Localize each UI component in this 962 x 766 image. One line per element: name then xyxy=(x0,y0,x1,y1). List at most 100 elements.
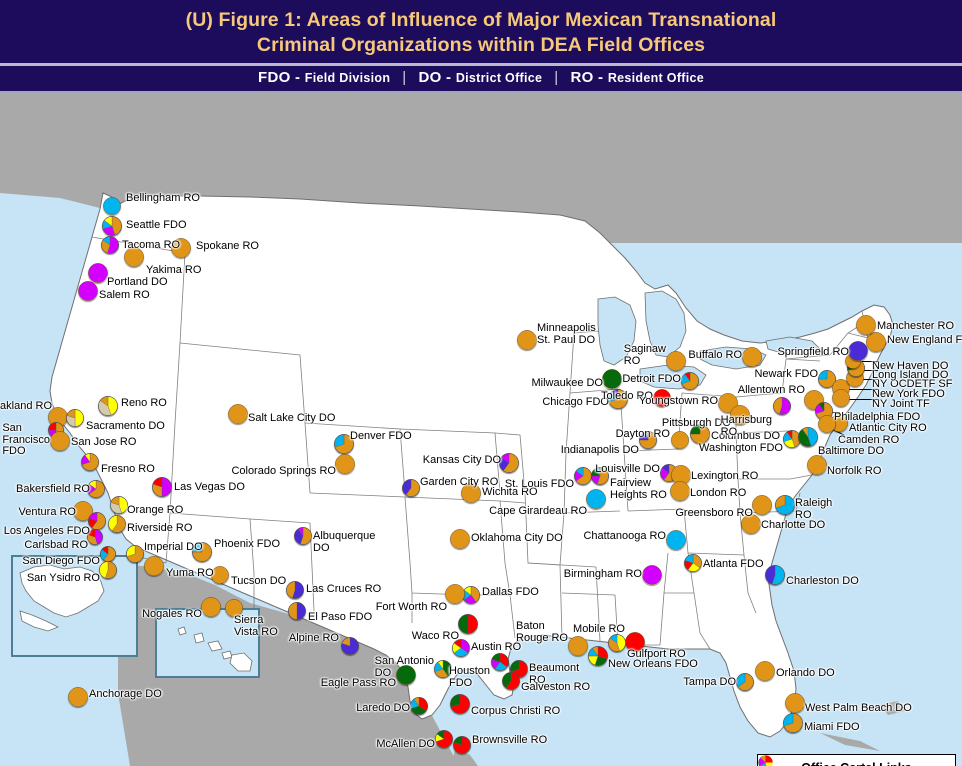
office-pie-marker[interactable] xyxy=(783,430,801,448)
office-pie-marker[interactable] xyxy=(848,341,868,361)
office-pie-marker[interactable] xyxy=(286,581,304,599)
office-pie-marker[interactable] xyxy=(807,455,827,475)
office-pie-marker[interactable] xyxy=(334,434,354,454)
office-pie-marker[interactable] xyxy=(126,545,144,563)
office-pie-marker[interactable] xyxy=(499,453,519,473)
office-pie-marker[interactable] xyxy=(124,247,144,267)
office-pie-marker[interactable] xyxy=(783,713,803,733)
office-pie-marker[interactable] xyxy=(765,565,785,585)
office-pie-marker[interactable] xyxy=(775,495,795,515)
office-pie-marker[interactable] xyxy=(171,238,191,258)
office-pie-marker[interactable] xyxy=(653,389,671,407)
office-pie-marker[interactable] xyxy=(491,653,509,671)
office-pie-marker[interactable] xyxy=(684,554,702,572)
office-pie-marker[interactable] xyxy=(88,263,108,283)
office-pie-marker[interactable] xyxy=(588,646,608,666)
office-pie-marker[interactable] xyxy=(798,427,818,447)
office-pie-marker[interactable] xyxy=(815,402,833,420)
office-pie-marker[interactable] xyxy=(341,637,359,655)
office-pie-marker[interactable] xyxy=(108,515,126,533)
office-pie-marker[interactable] xyxy=(152,477,172,497)
office-pie-marker[interactable] xyxy=(666,530,686,550)
office-label: Las Vegas DO xyxy=(174,481,245,493)
office-pie-marker[interactable] xyxy=(50,431,70,451)
office-pie-marker[interactable] xyxy=(642,565,662,585)
office-pie-marker[interactable] xyxy=(66,409,84,427)
office-pie-marker[interactable] xyxy=(434,660,452,678)
office-pie-marker[interactable] xyxy=(741,514,761,534)
office-pie-marker[interactable] xyxy=(87,529,103,545)
office-label: Orange RO xyxy=(127,504,184,516)
office-pie-marker[interactable] xyxy=(110,496,128,514)
office-pie-marker[interactable] xyxy=(445,584,465,604)
office-pie-marker[interactable] xyxy=(755,661,775,681)
office-pie-marker[interactable] xyxy=(574,467,592,485)
office-pie-marker[interactable] xyxy=(453,736,471,754)
office-pie-marker[interactable] xyxy=(225,599,243,617)
office-pie-marker[interactable] xyxy=(402,479,420,497)
office-pie-marker[interactable] xyxy=(752,495,772,515)
office-pie-marker[interactable] xyxy=(736,673,754,691)
office-label: Anchorage DO xyxy=(89,688,162,700)
office-pie-marker[interactable] xyxy=(773,397,791,415)
office-pie-marker[interactable] xyxy=(608,389,628,409)
office-pie-marker[interactable] xyxy=(68,687,88,707)
office-pie-marker[interactable] xyxy=(681,372,699,390)
office-pie-marker[interactable] xyxy=(461,483,481,503)
office-label: Dayton RO xyxy=(615,428,670,440)
office-pie-marker[interactable] xyxy=(211,566,229,584)
office-pie-marker[interactable] xyxy=(294,527,312,545)
office-pie-marker[interactable] xyxy=(99,561,117,579)
office-pie-marker[interactable] xyxy=(87,480,105,498)
office-pie-marker[interactable] xyxy=(502,672,520,690)
office-pie-marker[interactable] xyxy=(608,634,626,652)
office-pie-marker[interactable] xyxy=(718,393,738,413)
office-label: Portland DO xyxy=(107,276,168,288)
office-pie-marker[interactable] xyxy=(410,697,428,715)
office-pie-marker[interactable] xyxy=(450,529,470,549)
office-pie-marker[interactable] xyxy=(866,332,886,352)
us-map[interactable]: Bellingham RO Seattle FDO Tacoma RO Spokane… xyxy=(0,93,962,766)
title-line-2: Criminal Organizations within DEA Field … xyxy=(256,34,706,56)
office-pie-marker[interactable] xyxy=(785,693,805,713)
office-label: Indianapolis DO xyxy=(560,444,639,456)
office-pie-marker[interactable] xyxy=(818,370,836,388)
office-pie-marker[interactable] xyxy=(591,467,609,485)
office-pie-marker[interactable] xyxy=(435,730,453,748)
office-label: Sacramento DO xyxy=(86,420,165,432)
office-pie-marker[interactable] xyxy=(102,216,122,236)
office-pie-marker[interactable] xyxy=(88,512,106,530)
office-pie-marker[interactable] xyxy=(586,489,606,509)
office-pie-marker[interactable] xyxy=(666,351,686,371)
office-pie-marker[interactable] xyxy=(201,597,221,617)
office-pie-marker[interactable] xyxy=(730,405,750,425)
office-pie-marker[interactable] xyxy=(396,665,416,685)
office-pie-marker[interactable] xyxy=(288,602,306,620)
office-pie-marker[interactable] xyxy=(103,197,121,215)
office-pie-marker[interactable] xyxy=(671,431,689,449)
office-pie-marker[interactable] xyxy=(228,404,248,424)
office-pie-marker[interactable] xyxy=(452,639,470,657)
office-pie-marker[interactable] xyxy=(670,481,690,501)
office-pie-marker[interactable] xyxy=(818,415,836,433)
office-pie-marker[interactable] xyxy=(602,369,622,389)
office-pie-marker[interactable] xyxy=(832,389,850,407)
office-pie-marker[interactable] xyxy=(517,330,537,350)
office-pie-marker[interactable] xyxy=(690,424,710,444)
office-pie-marker[interactable] xyxy=(192,542,212,562)
office-label: Yuma RO xyxy=(166,567,214,579)
office-pie-marker[interactable] xyxy=(335,454,355,474)
office-pie-marker[interactable] xyxy=(73,501,93,521)
office-pie-marker[interactable] xyxy=(144,556,164,576)
office-pie-marker[interactable] xyxy=(101,236,119,254)
office-pie-marker[interactable] xyxy=(639,431,657,449)
office-pie-marker[interactable] xyxy=(98,396,118,416)
office-pie-marker[interactable] xyxy=(568,636,588,656)
office-pie-marker[interactable] xyxy=(450,694,470,714)
office-pie-marker[interactable] xyxy=(81,453,99,471)
office-pie-marker[interactable] xyxy=(78,281,98,301)
office-pie-marker[interactable] xyxy=(856,315,876,335)
office-pie-marker[interactable] xyxy=(742,347,762,367)
office-pie-marker[interactable] xyxy=(458,614,478,634)
office-pie-marker[interactable] xyxy=(100,546,116,562)
